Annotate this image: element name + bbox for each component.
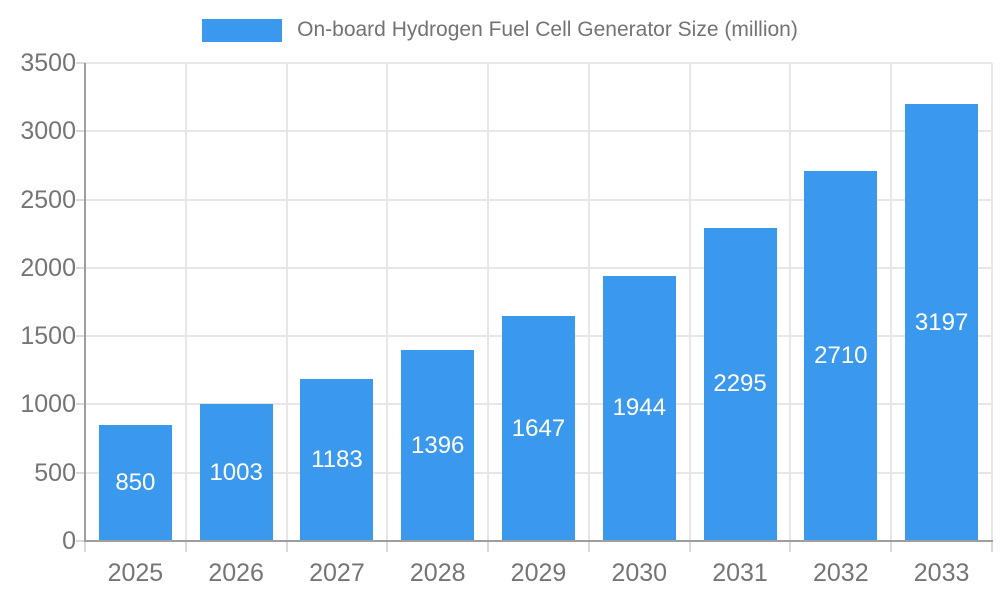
legend-label: On-board Hydrogen Fuel Cell Generator Si… <box>297 18 798 41</box>
y-axis-tick-label: 1000 <box>20 390 76 419</box>
x-gridline <box>285 63 288 541</box>
x-gridline <box>487 63 490 541</box>
y-gridline <box>85 62 992 64</box>
y-tick <box>76 266 85 269</box>
bar[interactable]: 1396 <box>401 350 475 541</box>
y-tick <box>76 403 85 406</box>
x-axis-tick-label: 2031 <box>712 559 768 587</box>
bar-value-label: 3197 <box>914 308 969 336</box>
chart-legend[interactable]: On-board Hydrogen Fuel Cell Generator Si… <box>0 16 1000 44</box>
x-axis-tick-label: 2033 <box>913 559 970 587</box>
x-axis-tick-label: 2025 <box>107 559 164 587</box>
y-gridline <box>85 198 992 201</box>
y-axis-tick-label: 1500 <box>20 322 76 351</box>
y-tick <box>76 471 85 474</box>
x-gridline <box>688 63 691 541</box>
x-gridline <box>184 63 187 541</box>
x-axis-line <box>84 540 993 542</box>
y-axis-tick-label: 500 <box>34 458 76 487</box>
bar-value-label: 1944 <box>612 394 666 422</box>
x-tick <box>890 542 893 552</box>
x-gridline <box>789 63 792 541</box>
bar[interactable]: 1003 <box>199 404 273 541</box>
x-gridline <box>991 63 993 541</box>
x-tick <box>991 542 993 552</box>
bar-value-label: 1647 <box>511 414 566 442</box>
x-tick <box>587 542 590 552</box>
y-axis-tick-label: 2000 <box>20 253 76 282</box>
y-tick <box>76 335 85 338</box>
y-axis-line <box>84 63 86 542</box>
x-axis-tick-label: 2030 <box>611 559 668 587</box>
x-gridline <box>890 63 893 541</box>
bar[interactable]: 1944 <box>602 275 676 541</box>
bar-value-label: 1396 <box>411 431 465 459</box>
bar[interactable]: 1647 <box>502 316 575 541</box>
bar-value-label: 2710 <box>814 341 868 369</box>
bar-value-label: 1183 <box>311 446 363 474</box>
x-tick <box>789 542 792 552</box>
bar[interactable]: 2295 <box>703 227 777 541</box>
x-tick <box>386 542 389 552</box>
y-axis-tick-label: 0 <box>62 527 76 555</box>
y-gridline <box>85 266 992 269</box>
x-gridline <box>587 63 590 541</box>
y-axis-tick-label: 3000 <box>20 117 76 146</box>
bar[interactable]: 850 <box>98 424 172 541</box>
x-tick <box>84 542 86 552</box>
y-gridline <box>85 130 992 133</box>
legend-swatch <box>202 18 283 42</box>
x-axis-tick-label: 2032 <box>813 559 869 587</box>
bar-value-label: 1003 <box>209 458 263 486</box>
x-tick <box>184 542 187 552</box>
y-tick <box>76 130 85 133</box>
x-axis-tick-label: 2028 <box>409 559 466 587</box>
x-tick <box>688 542 691 552</box>
x-tick <box>487 542 490 552</box>
y-axis-tick-label: 2500 <box>20 185 76 214</box>
bar[interactable]: 2710 <box>804 170 878 541</box>
y-tick <box>76 198 85 201</box>
bar-value-label: 2295 <box>713 370 767 398</box>
x-axis-tick-label: 2029 <box>510 559 567 587</box>
x-tick <box>285 542 288 552</box>
x-axis-tick-label: 2026 <box>208 559 264 587</box>
x-gridline <box>386 63 389 541</box>
bar[interactable]: 3197 <box>905 104 979 541</box>
x-axis-tick-label: 2027 <box>309 559 365 587</box>
y-tick <box>76 540 85 542</box>
y-axis-tick-label: 3500 <box>20 49 76 77</box>
bar[interactable]: 1183 <box>300 379 374 541</box>
bar-value-label: 850 <box>115 468 156 496</box>
y-tick <box>76 62 85 64</box>
